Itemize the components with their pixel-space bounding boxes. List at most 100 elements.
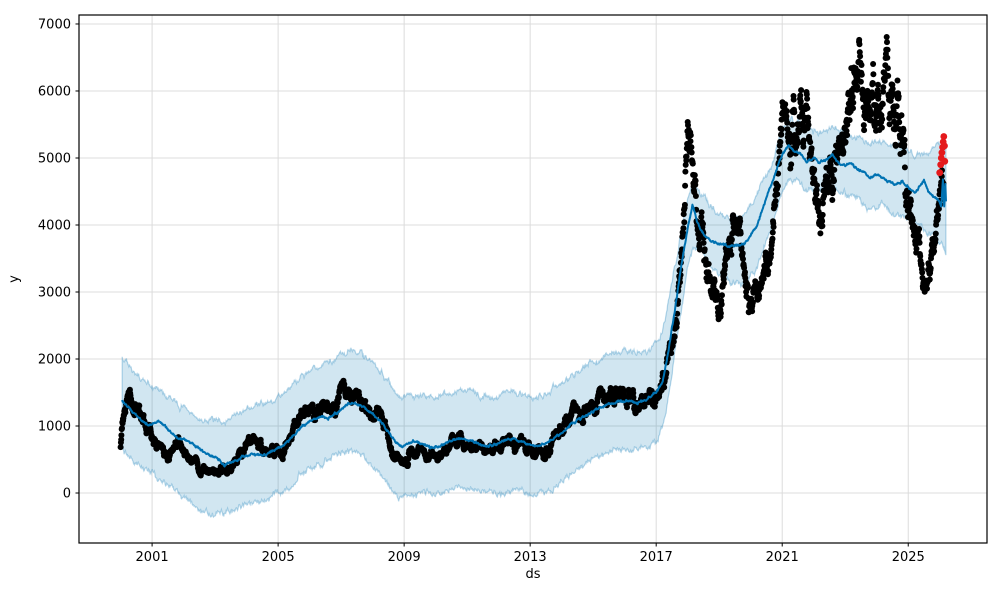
actual-point <box>874 87 881 93</box>
actual-point <box>661 384 668 391</box>
actual-point <box>742 269 748 276</box>
actual-point <box>857 53 864 60</box>
x-tick-label: 2001 <box>136 550 169 565</box>
actual-point <box>737 230 744 237</box>
actual-point <box>783 108 790 115</box>
x-tick-label: 2021 <box>766 550 799 565</box>
actual-point <box>140 412 147 418</box>
y-tick-label: 3000 <box>38 285 71 300</box>
actual-point <box>916 233 923 240</box>
actual-point <box>770 224 777 230</box>
actual-point <box>784 119 791 126</box>
actual-point <box>896 119 903 126</box>
actual-point <box>774 183 781 189</box>
actual-point <box>858 62 865 68</box>
actual-point <box>895 93 902 100</box>
actual-point <box>795 140 801 146</box>
actual-point <box>739 250 746 257</box>
actual-point <box>919 269 926 276</box>
actual-point <box>884 65 891 72</box>
x-tick-label: 2025 <box>892 550 925 565</box>
highlight-point <box>936 169 944 177</box>
actual-point <box>790 96 797 103</box>
actual-point <box>800 143 807 150</box>
actual-point <box>765 268 772 275</box>
actual-point <box>804 95 811 102</box>
actual-point <box>700 220 706 227</box>
actual-point <box>884 39 890 46</box>
actual-point <box>728 251 735 258</box>
actual-point <box>405 461 412 468</box>
actual-point <box>807 139 814 146</box>
actual-point <box>689 160 696 167</box>
actual-point <box>844 132 851 139</box>
actual-point <box>854 83 861 90</box>
actual-point <box>858 71 865 78</box>
x-tick-label: 2005 <box>262 550 295 565</box>
actual-point <box>740 256 746 262</box>
actual-point <box>817 230 824 237</box>
actual-point <box>682 182 689 189</box>
actual-point <box>778 126 785 133</box>
actual-point <box>118 436 125 443</box>
actual-point <box>898 112 905 119</box>
actual-point <box>850 105 856 112</box>
actual-point <box>705 261 712 267</box>
actual-point <box>700 239 707 246</box>
actual-point <box>805 114 812 121</box>
actual-point <box>883 34 890 40</box>
x-tick-label: 2013 <box>514 550 547 565</box>
actual-point <box>829 197 836 203</box>
actual-point <box>682 168 689 175</box>
actual-point <box>850 99 857 106</box>
actual-point <box>749 308 756 315</box>
actual-point <box>916 239 923 246</box>
actual-point <box>840 149 847 155</box>
actual-point <box>932 230 939 237</box>
y-tick-label: 1000 <box>38 420 71 435</box>
actual-point <box>118 432 125 439</box>
actual-point <box>671 333 678 340</box>
actual-point <box>880 84 887 91</box>
actual-point <box>692 177 699 184</box>
actual-point <box>819 223 826 229</box>
actual-point <box>687 138 694 145</box>
actual-point <box>760 275 767 282</box>
actual-point <box>831 177 837 184</box>
actual-point <box>737 218 744 225</box>
x-tick-label: 2009 <box>388 550 421 565</box>
actual-point <box>831 166 838 173</box>
actual-point <box>849 93 856 100</box>
actual-point <box>856 41 863 48</box>
actual-point <box>745 284 752 291</box>
actual-point <box>335 394 342 401</box>
actual-point <box>900 127 907 134</box>
actual-point <box>814 182 820 189</box>
actual-point <box>811 166 818 173</box>
actual-point <box>119 425 125 432</box>
actual-point <box>782 101 789 108</box>
actual-point <box>842 139 849 145</box>
y-tick-label: 4000 <box>38 218 71 233</box>
actual-point <box>879 116 886 123</box>
y-tick-label: 0 <box>63 487 71 502</box>
actual-point <box>673 320 680 327</box>
highlight-point <box>940 133 948 140</box>
actual-point <box>680 225 687 232</box>
actual-point <box>926 276 933 283</box>
actual-point <box>857 78 864 85</box>
actual-point <box>797 92 804 99</box>
highlight-point <box>941 142 948 150</box>
y-tick-label: 6000 <box>38 84 71 99</box>
actual-point <box>117 444 124 451</box>
actual-point <box>721 280 727 287</box>
actual-point <box>788 161 795 168</box>
actual-point <box>931 248 938 255</box>
actual-point <box>861 127 868 134</box>
actual-point <box>791 109 798 116</box>
actual-point <box>136 402 143 409</box>
actual-point <box>778 131 785 138</box>
actual-point <box>769 229 776 236</box>
actual-point <box>907 198 914 205</box>
